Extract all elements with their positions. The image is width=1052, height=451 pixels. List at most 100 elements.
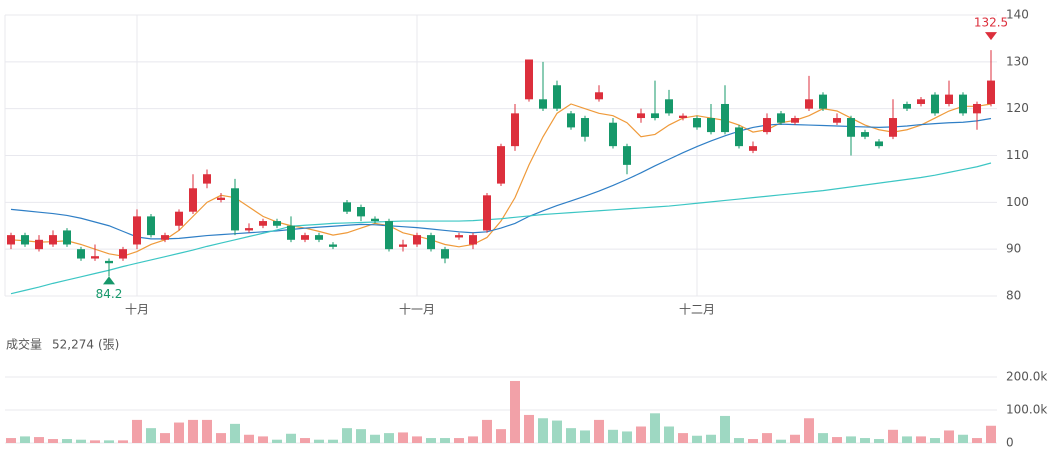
y-tick-label: 110 — [1006, 148, 1029, 162]
volume-bar — [804, 418, 814, 443]
candle-body — [385, 221, 393, 250]
volume-bar — [664, 426, 674, 443]
candle-body — [735, 127, 743, 147]
volume-bar — [440, 438, 450, 443]
candle-body — [609, 122, 617, 147]
candle-body — [91, 256, 99, 259]
volume-bar — [636, 426, 646, 443]
candle-body — [791, 118, 799, 123]
candle-body — [343, 202, 351, 212]
candle-body — [315, 235, 323, 240]
candle-body — [133, 216, 141, 245]
volume-bar — [398, 432, 408, 443]
candle-body — [455, 235, 463, 238]
candle-body — [749, 146, 757, 151]
volume-bar — [496, 429, 506, 443]
volume-bar — [300, 438, 310, 443]
volume-bar — [34, 437, 44, 443]
volume-bar — [454, 438, 464, 443]
candle-body — [413, 235, 421, 245]
candle-body — [21, 235, 29, 245]
volume-bar — [118, 440, 128, 443]
candle-body — [189, 188, 197, 212]
volume-bar — [860, 438, 870, 443]
volume-bar — [244, 434, 254, 443]
volume-bar — [202, 419, 212, 443]
volume-bar — [356, 429, 366, 443]
candle-body — [847, 118, 855, 137]
volume-bar — [916, 436, 926, 443]
volume-bar — [342, 428, 352, 443]
candle-body — [595, 92, 603, 100]
candle-body — [7, 235, 15, 245]
volume-bar — [902, 436, 912, 443]
candle-body — [63, 230, 71, 245]
volume-bar — [566, 428, 576, 443]
candle-body — [707, 118, 715, 133]
candle-body — [553, 85, 561, 109]
candle-body — [889, 118, 897, 137]
volume-bar — [286, 433, 296, 443]
volume-bar — [6, 438, 16, 443]
candle-body — [945, 94, 953, 104]
volume-bar — [944, 430, 954, 443]
x-tick-label: 十一月 — [399, 303, 435, 317]
volume-bar — [510, 380, 520, 443]
volume-bar — [552, 420, 562, 443]
candle-body — [861, 132, 869, 137]
volume-bar — [762, 433, 772, 443]
candle-body — [161, 235, 169, 240]
candle-body — [525, 59, 533, 100]
candle-body — [931, 94, 939, 114]
volume-bar — [846, 436, 856, 443]
volume-bar — [104, 440, 114, 443]
volume-bar — [622, 431, 632, 443]
candle-body — [329, 244, 337, 247]
volume-bar — [76, 439, 86, 443]
volume-bar — [650, 413, 660, 443]
candle-body — [259, 221, 267, 226]
volume-bar — [930, 438, 940, 443]
candle-body — [105, 260, 113, 264]
x-tick-label: 十月 — [125, 303, 149, 317]
volume-bar — [888, 429, 898, 443]
candle-body — [693, 118, 701, 128]
volume-bar — [524, 414, 534, 443]
candle-body — [399, 244, 407, 247]
volume-bar — [160, 433, 170, 443]
candle-body — [203, 174, 211, 184]
volume-bar — [188, 419, 198, 443]
candle-body — [245, 228, 253, 231]
candle-body — [217, 197, 225, 200]
y-tick-label: 140 — [1006, 8, 1029, 22]
candle-body — [273, 221, 281, 226]
candle-body — [917, 99, 925, 104]
y-tick-label: 90 — [1006, 242, 1021, 256]
volume-bar — [706, 434, 716, 443]
volume-bar — [986, 425, 996, 443]
candle-body — [637, 113, 645, 119]
low-marker — [103, 276, 115, 285]
volume-bar — [580, 430, 590, 443]
y-tick-label: 200.0k — [1006, 370, 1047, 384]
y-tick-label: 100 — [1006, 195, 1029, 209]
volume-bar — [132, 419, 142, 443]
candle-body — [35, 239, 43, 250]
volume-bar — [230, 423, 240, 443]
x-tick-label: 十二月 — [679, 303, 715, 317]
volume-title: 成交量 — [6, 337, 42, 352]
candle-body — [819, 94, 827, 109]
candle-body — [287, 225, 295, 240]
volume-bar — [818, 433, 828, 443]
moving-average-line — [10, 162, 992, 295]
candle-body — [959, 94, 967, 114]
candle-body — [77, 249, 85, 259]
candle-body — [175, 211, 183, 226]
candle-body — [441, 249, 449, 259]
volume-bar — [146, 428, 156, 443]
candle-body — [357, 207, 365, 217]
volume-bar — [216, 433, 226, 443]
candle-body — [231, 188, 239, 231]
volume-header: 成交量 52,274 (張) — [6, 337, 119, 352]
